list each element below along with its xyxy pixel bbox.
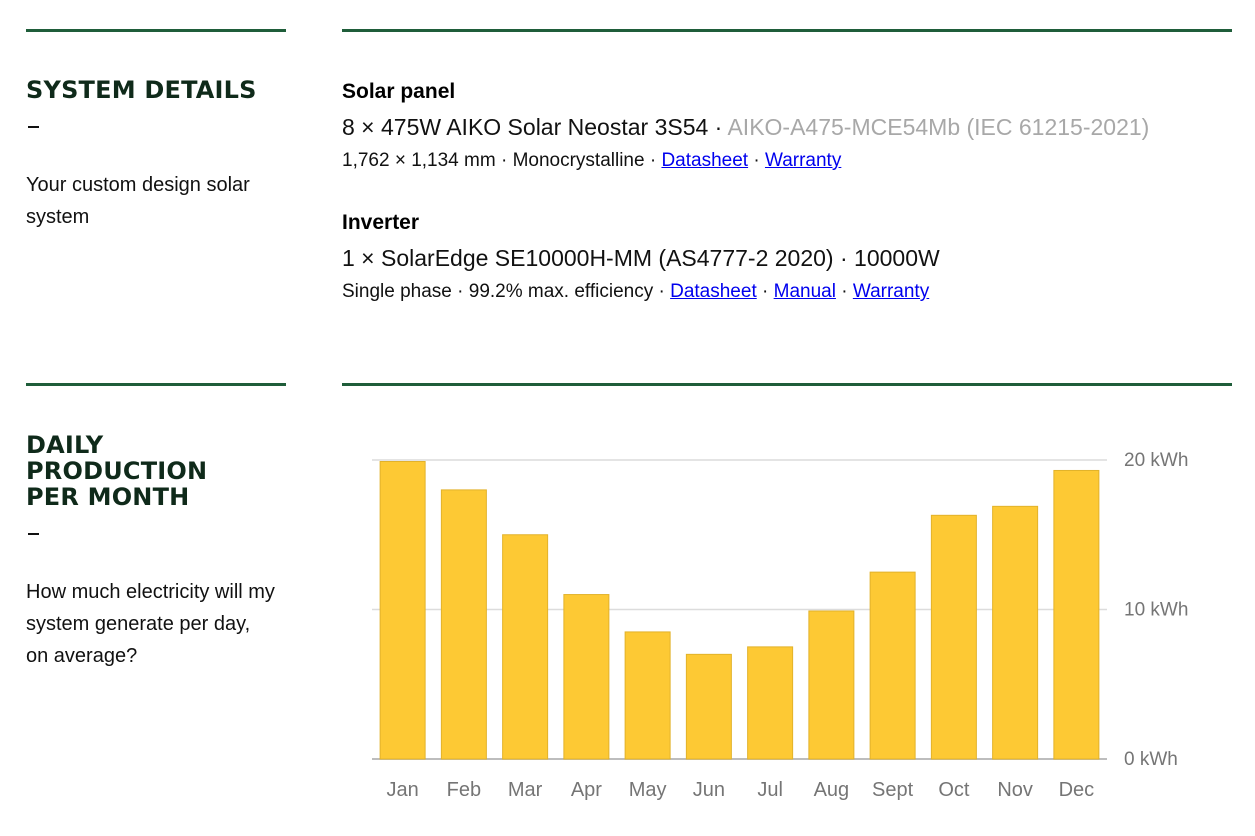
x-tick-label: Jan: [387, 779, 419, 801]
bar-dec[interactable]: [1053, 469, 1100, 760]
daily-production-title: DAILY PRODUCTION PER MONTH: [26, 431, 208, 511]
bar-apr[interactable]: [563, 594, 610, 760]
inverter-manual-link[interactable]: Manual: [773, 281, 836, 302]
bar-may[interactable]: [624, 631, 671, 760]
bar-jan[interactable]: [379, 460, 426, 760]
inverter-heading: Inverter: [342, 211, 420, 234]
solar-panel-model: AIKO-A475-MCE54Mb (IEC 61215-2021): [727, 114, 1150, 140]
section-divider-left: [26, 383, 286, 386]
section-divider-right: [342, 29, 1232, 32]
section-divider-left: [26, 29, 286, 32]
daily-production-chart: 0 kWh 10 kWh 20 kWh Jan Feb Mar Apr May Jun Jul Au…: [372, 450, 1188, 801]
bar-oct[interactable]: [930, 514, 977, 760]
solar-panel-specs-line: 1,762 × 1,134 mm · Monocrystalline · Dat…: [342, 150, 841, 172]
x-tick-label: Jul: [757, 779, 783, 801]
bar-jul[interactable]: [747, 646, 794, 760]
inverter-warranty-link[interactable]: Warranty: [852, 281, 930, 302]
x-tick-label: Sept: [872, 779, 914, 801]
x-tick-label: Aug: [814, 779, 850, 801]
section-divider-right: [342, 383, 1232, 386]
x-tick-label: Apr: [571, 779, 602, 801]
separator: ·: [753, 150, 760, 171]
solar-panel-main: 8 × 475W AIKO Solar Neostar 3S54 ·: [342, 114, 723, 140]
bar-nov[interactable]: [992, 505, 1039, 760]
bar-jun[interactable]: [685, 653, 732, 760]
inverter-specs-line: Single phase · 99.2% max. efficiency · D…: [342, 281, 929, 303]
system-details-description: Your custom design solar system: [26, 174, 250, 228]
x-tick-label: Feb: [447, 779, 481, 801]
y-tick-label: 10 kWh: [1124, 600, 1188, 621]
solar-panel-warranty-link[interactable]: Warranty: [764, 150, 842, 171]
x-tick-label: Oct: [938, 779, 970, 801]
bar-aug[interactable]: [808, 610, 855, 760]
y-tick-label: 20 kWh: [1124, 450, 1188, 471]
x-tick-label: Nov: [997, 779, 1033, 801]
x-tick-label: Mar: [508, 779, 543, 801]
solar-panel-specs: 1,762 × 1,134 mm · Monocrystalline ·: [342, 150, 657, 171]
solar-panel-summary: 8 × 475W AIKO Solar Neostar 3S54 · AIKO-…: [342, 114, 1149, 141]
x-tick-label: Dec: [1059, 779, 1095, 801]
inverter-summary: 1 × SolarEdge SE10000H-MM (AS4777-2 2020…: [342, 245, 940, 271]
solar-panel-datasheet-link[interactable]: Datasheet: [661, 150, 749, 171]
x-tick-label: May: [629, 779, 667, 801]
x-tick-label: Jun: [693, 779, 725, 801]
bar-feb[interactable]: [440, 489, 487, 760]
daily-production-description: How much electricity will my system gene…: [26, 581, 275, 667]
bar-mar[interactable]: [502, 534, 549, 760]
bar-sept[interactable]: [869, 571, 916, 760]
solar-panel-heading: Solar panel: [342, 80, 456, 103]
separator: ·: [762, 281, 769, 302]
y-tick-label: 0 kWh: [1124, 749, 1178, 770]
title-dash: [28, 533, 39, 535]
title-dash: [28, 126, 39, 128]
inverter-datasheet-link[interactable]: Datasheet: [670, 281, 757, 302]
inverter-specs: Single phase · 99.2% max. efficiency ·: [342, 281, 665, 302]
separator: ·: [841, 281, 848, 302]
system-details-title: SYSTEM DETAILS: [26, 76, 257, 104]
